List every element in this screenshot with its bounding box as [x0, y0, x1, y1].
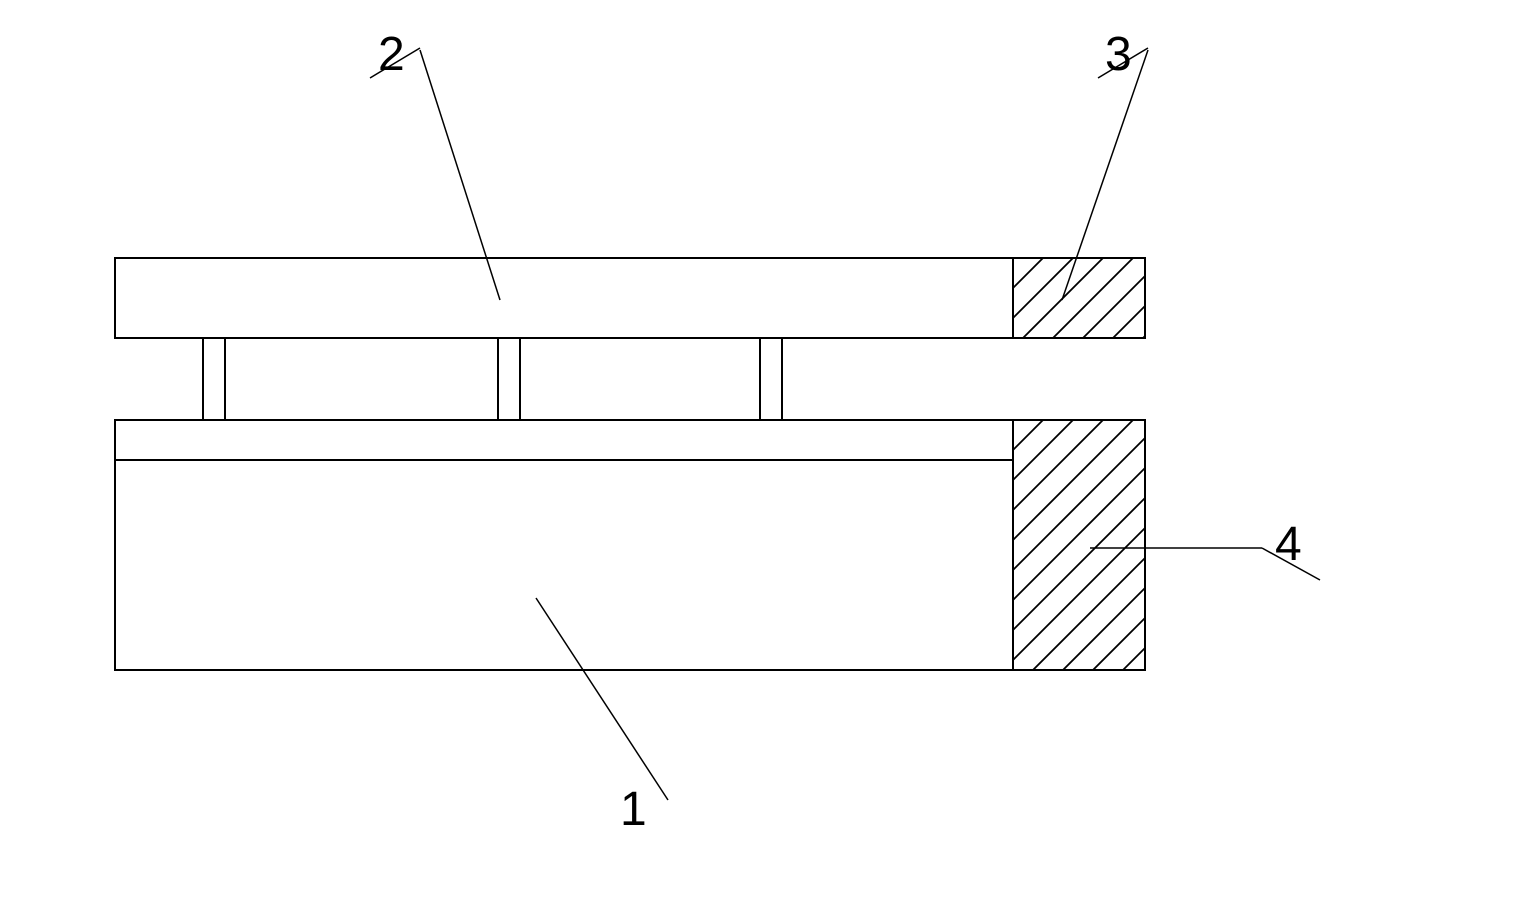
upper-bar	[115, 258, 1145, 338]
hatch-lower	[763, 420, 1528, 670]
hatch-upper	[933, 258, 1283, 338]
leader-2	[420, 50, 500, 300]
callout-4: 4	[1275, 518, 1302, 571]
callout-3: 3	[1105, 28, 1132, 81]
callout-1: 1	[620, 783, 647, 836]
lower-block	[115, 420, 1145, 670]
leader-1	[536, 598, 668, 800]
callout-2: 2	[378, 28, 405, 81]
leader-3	[1062, 50, 1148, 300]
